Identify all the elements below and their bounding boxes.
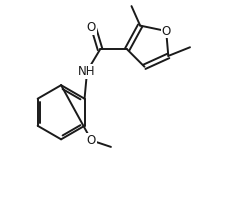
Text: NH: NH <box>78 65 96 78</box>
Text: O: O <box>87 134 96 147</box>
Text: O: O <box>162 24 171 37</box>
Text: O: O <box>87 21 96 34</box>
